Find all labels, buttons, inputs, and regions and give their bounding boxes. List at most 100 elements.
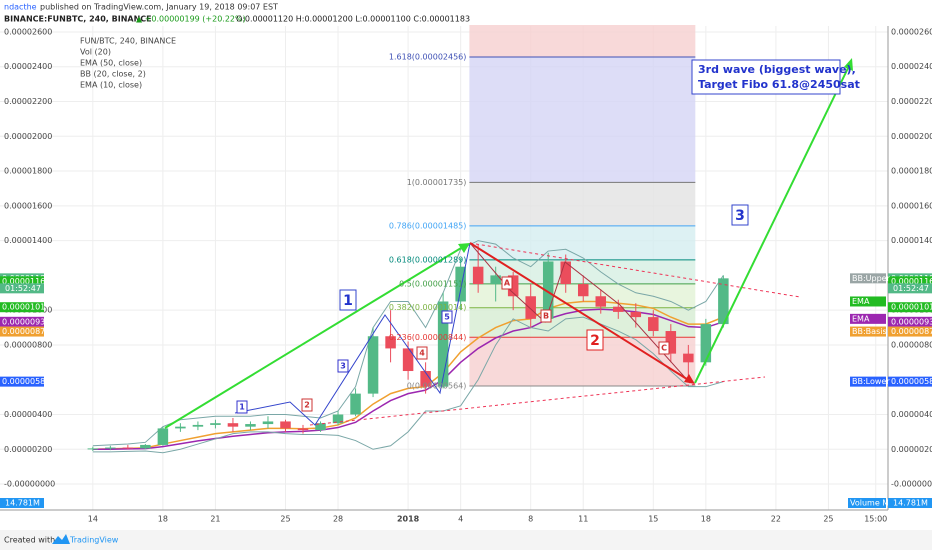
price-label: 0.00001166 [2, 277, 50, 286]
candle-body [402, 348, 414, 372]
price-label-bg [0, 376, 44, 387]
series-label-bg [850, 326, 886, 337]
x-tick-label: 25 [823, 515, 833, 524]
y-tick-label: 0.00000200 [891, 445, 932, 454]
x-tick-label: 21 [210, 515, 220, 524]
author: ndacthe [4, 3, 37, 12]
sub-wave-label: 4 [419, 349, 425, 358]
y-tick-label: 0.00002600 [4, 27, 52, 36]
arrow-head [684, 374, 695, 384]
fib-label: 0.5(0.00001151) [399, 279, 466, 288]
price-label: 0.00001017 [891, 303, 932, 312]
x-tick-label: 18 [701, 515, 711, 524]
countdown-bg [888, 283, 932, 294]
x-tick-label: 15 [648, 515, 658, 524]
target-text: 3rd wave (biggest wave), [698, 63, 856, 76]
candle-body [613, 306, 624, 312]
candle-body [490, 275, 501, 285]
y-tick-label: 0.00002000 [4, 132, 52, 141]
legend-entry: FUN/BTC, 240, BINANCE [80, 37, 176, 46]
fib-label: 1.618(0.00002456) [389, 52, 467, 61]
y-tick-label: -0.00000000 [4, 480, 55, 489]
arrow-head [844, 58, 853, 71]
footer-brand: TradingView [69, 536, 119, 545]
candle-body [700, 324, 712, 363]
fib-band [469, 56, 696, 183]
x-tick-label: 8 [528, 515, 533, 524]
change: ▲ +0.00000199 (+20.22%) [136, 15, 246, 24]
trend-line [469, 242, 801, 298]
y-tick-label: 0.00001800 [4, 167, 52, 176]
fib-label: 1(0.00001735) [407, 178, 467, 187]
y-tick-label: 0.00002200 [4, 97, 52, 106]
candle-body [245, 424, 256, 427]
candle-body [525, 296, 536, 319]
candle-body [297, 428, 309, 431]
sub-wave-box [540, 309, 552, 323]
x-tick-label: 22 [771, 515, 781, 524]
x-tick-label: 2018 [397, 515, 420, 524]
series-label-bg [850, 313, 886, 324]
sub-wave-label: B [543, 312, 549, 321]
wave-box [339, 289, 357, 311]
wave-box [586, 329, 604, 351]
volume-label-bg [0, 498, 44, 508]
candle-body [262, 421, 274, 425]
sub-wave-box [501, 276, 513, 290]
y-tick-label: 0.00001400 [891, 236, 932, 245]
y-tick-label: 0.00000400 [891, 410, 932, 419]
y-tick-label: 0.00000800 [891, 340, 932, 349]
price-label: 0.00000877 [2, 327, 50, 336]
candle-body [472, 266, 484, 285]
y-tick-label: 0.00001600 [891, 201, 932, 210]
price-label: 0.00000877 [891, 327, 932, 336]
series-label: BB:Upper [852, 274, 891, 283]
candle-body [87, 448, 99, 450]
series-label: BB:Basis [852, 327, 887, 336]
sub-wave-label: A [504, 279, 511, 288]
y-tick-label: 0.00000200 [4, 445, 52, 454]
fib-label: 0.786(0.00001485) [389, 221, 467, 230]
candle-body [350, 393, 361, 415]
price-label-bg [888, 316, 932, 327]
candle-body [577, 284, 589, 297]
candle-body [718, 278, 729, 325]
y-tick-label: -0.00000000 [891, 480, 932, 489]
volume-label-bg [888, 498, 932, 508]
fib-band [469, 225, 696, 260]
footer-text: Created with [4, 536, 55, 545]
candle-body [210, 423, 221, 425]
candle-body [455, 266, 466, 302]
candle-body [192, 424, 204, 427]
fib-band [469, 182, 696, 226]
candle-body [175, 426, 186, 429]
x-tick-label: 4 [458, 515, 463, 524]
indicator-line [92, 240, 724, 447]
y-tick-label: 0.00002200 [891, 97, 932, 106]
series-label: EMA [852, 297, 870, 306]
sub-wave-box [416, 346, 428, 360]
trend-line [309, 376, 766, 426]
x-tick-label: 18 [158, 515, 168, 524]
x-tick-label: 11 [578, 515, 588, 524]
price-label-bg [0, 316, 44, 327]
arrow [694, 63, 851, 384]
arrow [469, 242, 691, 382]
sub-wave-label: C [661, 344, 667, 353]
series-label-bg [850, 376, 886, 387]
x-tick-label: 15:00 [864, 515, 887, 524]
candle-body [648, 317, 659, 332]
candle-body [595, 296, 607, 307]
price-label-bg [888, 326, 932, 337]
price-label-bg [888, 376, 932, 387]
wave-label: 1 [343, 293, 353, 309]
arrow-head [458, 243, 470, 253]
plot-area [0, 25, 888, 510]
y-tick-label: 0.00001600 [4, 201, 52, 210]
sub-wave-label: 3 [340, 362, 346, 371]
sub-wave-box [337, 359, 349, 373]
symbol: BINANCE:FUNBTC, 240, BINANCE [4, 15, 152, 24]
wave-box [731, 204, 749, 226]
y-tick-label: 0.00002000 [891, 132, 932, 141]
target-text: Target Fibo 61.8@2450sat [698, 78, 860, 91]
